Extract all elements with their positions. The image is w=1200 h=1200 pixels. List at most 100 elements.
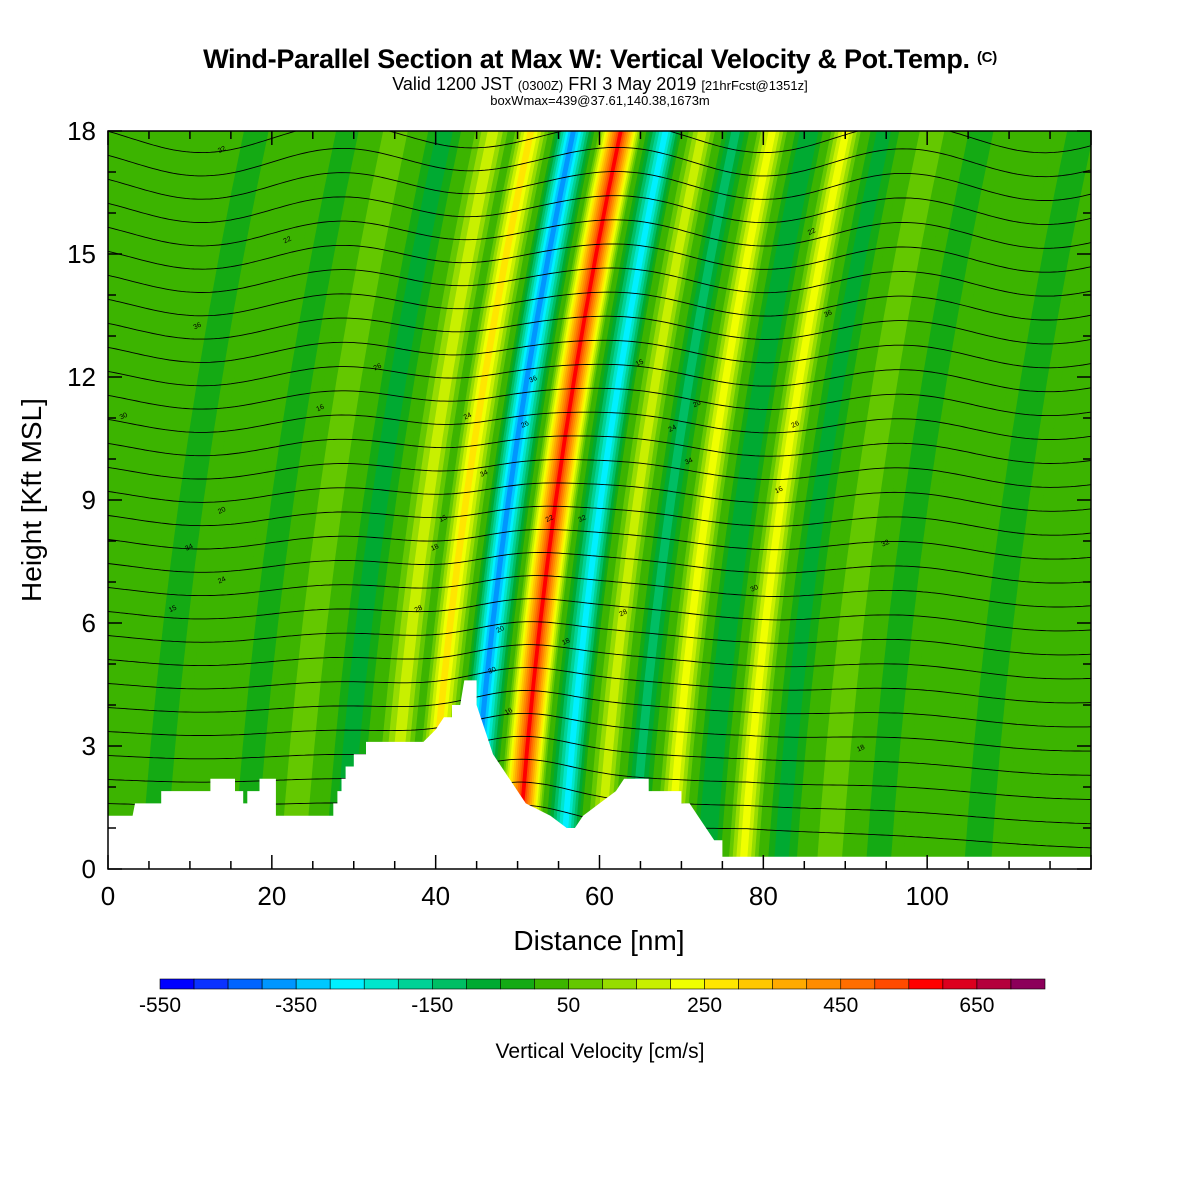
- theta-contour-label: 32: [577, 514, 587, 524]
- theta-contour-label: 18: [856, 744, 866, 754]
- theta-contour-label: 16: [315, 404, 325, 414]
- colorbar-box: [1010, 978, 1046, 990]
- colorbar-box: [227, 978, 263, 990]
- x-tick-label: 80: [749, 881, 778, 911]
- theta-contour: [108, 735, 1091, 776]
- theta-contour-label: 15: [438, 514, 448, 524]
- theta-contour: [108, 712, 1091, 752]
- colorbar-box: [329, 978, 365, 990]
- theta-contour-label: 36: [192, 322, 202, 332]
- velocity-band: [816, 131, 945, 869]
- theta-contour: [108, 315, 1091, 345]
- theta-contour: [108, 528, 1091, 560]
- theta-contour-label: 16: [774, 486, 784, 496]
- velocity-band: [964, 131, 1091, 869]
- theta-contour: [108, 435, 1091, 464]
- colorbar-box: [568, 978, 603, 990]
- velocity-band: [661, 131, 780, 869]
- colorbar-box: [261, 978, 297, 990]
- forecast-info: [21hrFcst@1351z]: [701, 78, 808, 93]
- colorbar-box: [840, 978, 876, 990]
- velocity-band: [1005, 215, 1091, 869]
- vertical-velocity-field: [108, 131, 1091, 869]
- colorbar-box: [806, 978, 842, 990]
- y-tick-label: 3: [82, 731, 96, 761]
- x-tick-label: 100: [905, 881, 948, 911]
- velocity-band: [594, 131, 707, 869]
- theta-contour: [108, 621, 1091, 656]
- theta-contour: [108, 291, 1091, 321]
- x-tick-label: 20: [257, 881, 286, 911]
- theta-contour-label: 16: [504, 707, 514, 717]
- colorbar-box: [295, 978, 331, 990]
- colorbar: -550 -350 -150 50 250 450 650: [139, 978, 1046, 1017]
- theta-contour-label: 22: [807, 227, 817, 237]
- theta-contour: [108, 411, 1091, 440]
- y-tick-label: 0: [82, 854, 96, 884]
- theta-contour: [108, 219, 1091, 249]
- colorbar-tick-label: -550: [139, 994, 181, 1017]
- colorbar-tick-label: 250: [687, 994, 722, 1017]
- theta-contour: [108, 146, 1091, 178]
- theta-contour-label: 26: [520, 420, 530, 430]
- y-tick-label: 15: [67, 239, 96, 269]
- theta-contour-label: 32: [217, 145, 227, 155]
- theta-contour: [108, 171, 1091, 201]
- theta-contour-label: 18: [561, 637, 571, 647]
- y-tick-label: 9: [82, 485, 96, 515]
- colorbar-box: [363, 978, 399, 990]
- x-tick-label: 60: [585, 881, 614, 911]
- theta-contour: [108, 363, 1091, 393]
- colorbar-box: [976, 978, 1012, 990]
- velocity-band: [559, 131, 669, 869]
- colorbar-box: [397, 978, 433, 990]
- theta-contour-label: 30: [119, 412, 129, 422]
- theta-contour-label: 26: [373, 363, 383, 373]
- theta-contour-label: 32: [881, 539, 891, 549]
- theta-contour-label: 28: [414, 604, 424, 614]
- theta-contour: [108, 387, 1091, 417]
- velocity-band: [590, 131, 711, 869]
- colorbar-box: [500, 978, 535, 990]
- theta-contour: [108, 505, 1091, 536]
- box-wmax-info: boxWmax=439@37.61,140.38,1673m: [490, 93, 710, 108]
- velocity-band: [739, 131, 850, 869]
- velocity-band: [773, 131, 892, 869]
- velocity-band: [280, 131, 408, 869]
- x-axis-label: Distance [nm]: [513, 925, 684, 956]
- colorbar-box: [670, 978, 705, 990]
- velocity-band: [232, 131, 359, 869]
- theta-contour: [108, 339, 1091, 369]
- theta-contour: [108, 552, 1091, 584]
- chart-title: Wind-Parallel Section at Max W: Vertical…: [0, 44, 1200, 75]
- theta-contour-label: 34: [479, 469, 489, 479]
- velocity-band: [865, 131, 994, 869]
- velocity-band: [1019, 292, 1091, 869]
- y-tick-label: 18: [67, 116, 96, 146]
- velocity-band: [735, 131, 854, 869]
- valid-date: FRI 3 May 2019: [568, 74, 697, 94]
- theta-contour-label: 24: [217, 576, 227, 586]
- valid-utc: (0300Z): [517, 78, 564, 93]
- theta-contour: [108, 644, 1091, 680]
- colorbar-box: [636, 978, 671, 990]
- theta-contour: [108, 267, 1091, 297]
- theta-contour-label: 36: [528, 375, 538, 385]
- y-tick-label: 6: [82, 608, 96, 638]
- velocity-band: [509, 131, 629, 869]
- theta-contour-label: 20: [692, 399, 702, 409]
- chart-subtitle: Valid 1200 JST (0300Z) FRI 3 May 2019 [2…: [0, 74, 1200, 95]
- colorbar-tick-label: 450: [823, 994, 858, 1017]
- theta-contour-label: 36: [823, 309, 833, 319]
- colorbar-box: [534, 978, 569, 990]
- theta-contour-label: 34: [184, 543, 194, 553]
- theta-contour-label: 15: [168, 604, 178, 614]
- theta-contour-label: 20: [496, 625, 506, 635]
- theta-contour-label: 18: [430, 543, 440, 553]
- colorbar-label: Vertical Velocity [cm/s]: [496, 1040, 705, 1063]
- theta-contour-label: 22: [545, 514, 555, 524]
- y-tick-label: 12: [67, 362, 96, 392]
- colorbar-box: [874, 978, 910, 990]
- theta-contour: [108, 667, 1091, 704]
